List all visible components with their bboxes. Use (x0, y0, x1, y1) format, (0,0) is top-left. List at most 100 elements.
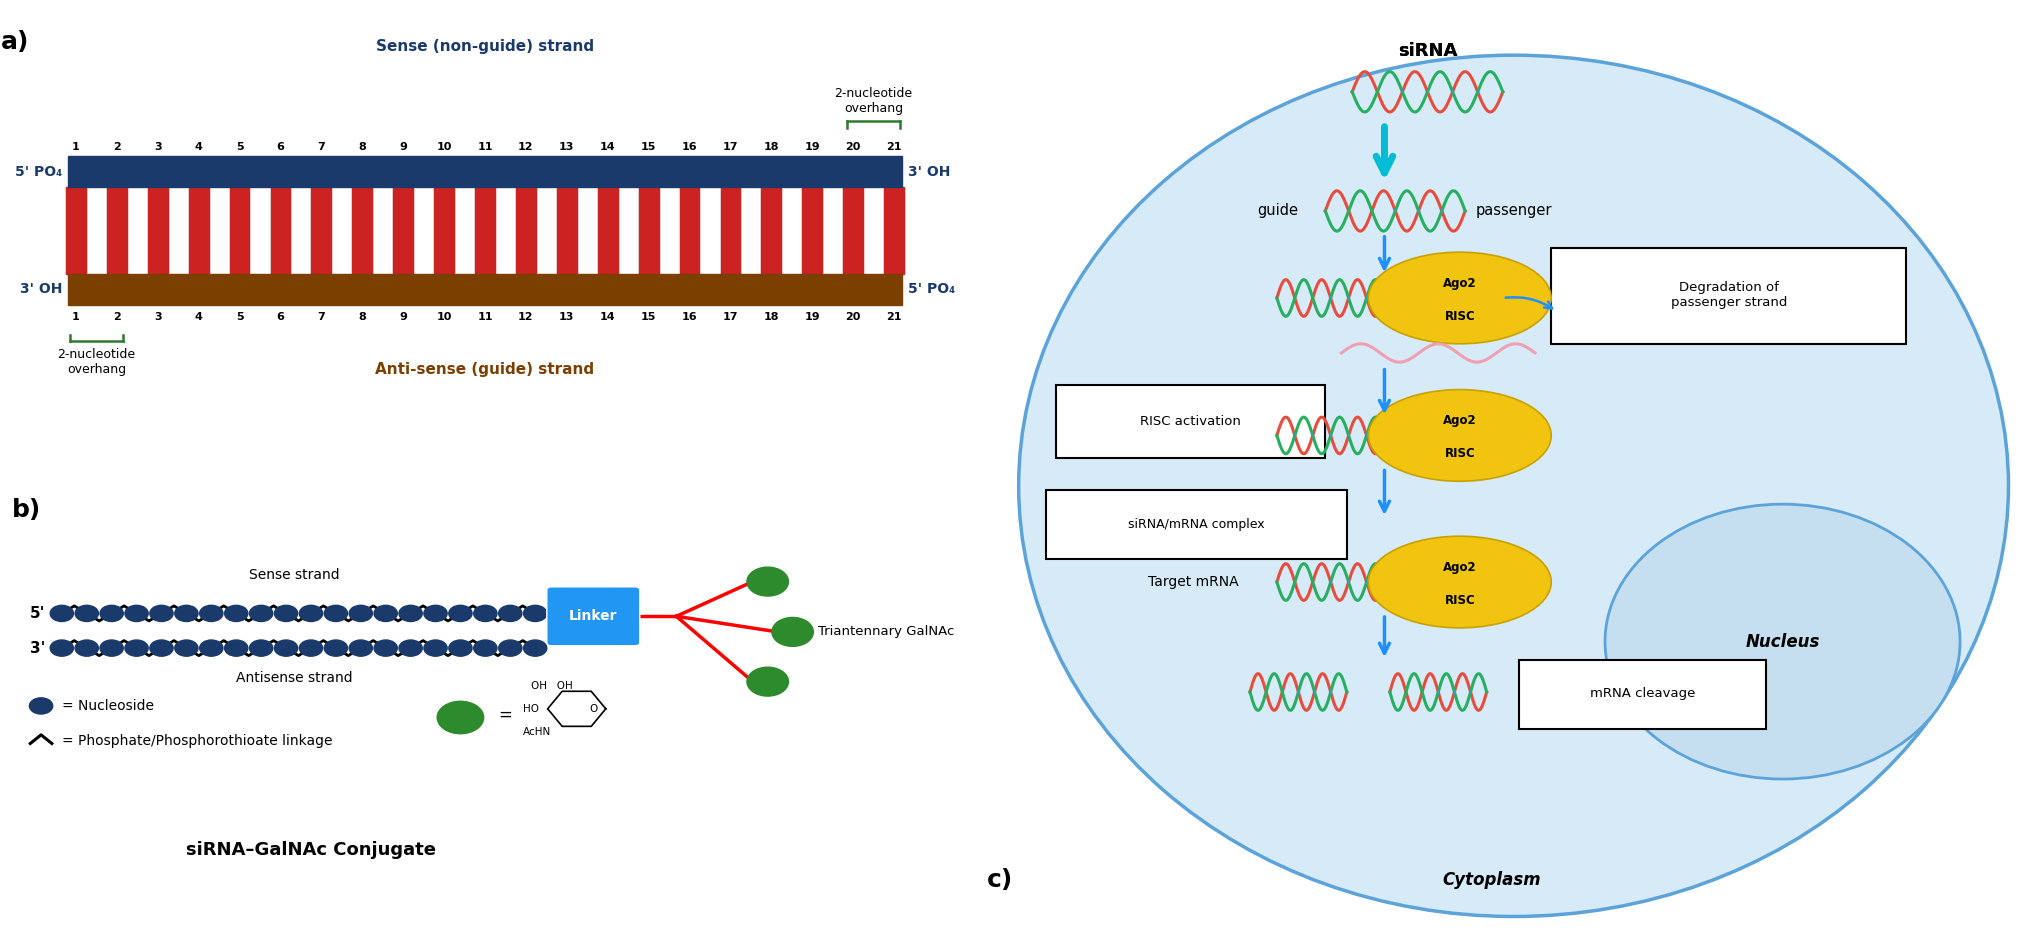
Text: Triantennary GalNAc: Triantennary GalNAc (818, 626, 954, 639)
Bar (65, 187, 85, 274)
Bar (229, 187, 250, 274)
Text: Degradation of
passenger strand: Degradation of passenger strand (1671, 281, 1786, 309)
Circle shape (374, 640, 398, 656)
Bar (802, 187, 822, 274)
Text: OH   OH: OH OH (532, 681, 572, 691)
Bar (311, 187, 331, 274)
Bar (475, 187, 495, 274)
Bar (67, 156, 901, 187)
Circle shape (199, 605, 223, 622)
FancyBboxPatch shape (1056, 385, 1326, 458)
Bar (189, 187, 209, 274)
Text: 9: 9 (400, 142, 408, 151)
Circle shape (747, 668, 788, 696)
Circle shape (175, 640, 199, 656)
Circle shape (349, 640, 371, 656)
Text: 2: 2 (114, 311, 120, 322)
Circle shape (51, 640, 73, 656)
Circle shape (325, 605, 347, 622)
Text: 2-nucleotide
overhang: 2-nucleotide overhang (57, 348, 136, 376)
Circle shape (449, 640, 473, 656)
Text: 14: 14 (601, 311, 615, 322)
Bar (189, 187, 209, 274)
Bar (67, 274, 901, 305)
Circle shape (225, 640, 248, 656)
Text: 1: 1 (71, 311, 79, 322)
Circle shape (499, 640, 522, 656)
Text: 18: 18 (763, 311, 780, 322)
Text: 4: 4 (195, 311, 203, 322)
Text: a): a) (0, 30, 28, 54)
Bar (761, 187, 782, 274)
Circle shape (499, 605, 522, 622)
FancyBboxPatch shape (1551, 248, 1906, 344)
Circle shape (524, 640, 546, 656)
Circle shape (771, 617, 814, 646)
Text: passenger: passenger (1476, 204, 1553, 219)
Text: 5' PO₄: 5' PO₄ (14, 165, 63, 179)
Bar (516, 187, 536, 274)
Text: O: O (589, 704, 597, 713)
Ellipse shape (1606, 504, 1961, 779)
Bar (721, 187, 741, 274)
Text: 21: 21 (887, 311, 901, 322)
Bar (148, 187, 168, 274)
Bar (842, 187, 863, 274)
Bar (556, 187, 577, 274)
Text: 16: 16 (682, 142, 698, 151)
Text: Ago2: Ago2 (1443, 561, 1476, 574)
Text: AcHN: AcHN (524, 726, 550, 737)
Text: 3': 3' (30, 640, 45, 655)
Circle shape (449, 605, 473, 622)
Ellipse shape (1019, 55, 2008, 916)
Text: 2: 2 (114, 142, 120, 151)
Bar (761, 187, 782, 274)
Text: siRNA: siRNA (1399, 41, 1458, 60)
Bar (434, 187, 455, 274)
Text: = Phosphate/Phosphorothioate linkage: = Phosphate/Phosphorothioate linkage (61, 734, 333, 748)
Text: mRNA cleavage: mRNA cleavage (1589, 687, 1695, 700)
Text: 18: 18 (763, 142, 780, 151)
Text: 19: 19 (804, 311, 820, 322)
Text: 7: 7 (317, 142, 325, 151)
Text: 6: 6 (276, 142, 284, 151)
Circle shape (150, 640, 173, 656)
Text: Ago2: Ago2 (1443, 277, 1476, 290)
Text: siRNA–GalNAc Conjugate: siRNA–GalNAc Conjugate (187, 842, 436, 859)
Bar (885, 187, 903, 274)
Circle shape (126, 640, 148, 656)
Circle shape (349, 605, 371, 622)
Text: Nucleus: Nucleus (1746, 633, 1819, 651)
Circle shape (325, 640, 347, 656)
Circle shape (28, 698, 53, 714)
Text: 13: 13 (558, 142, 574, 151)
Bar (556, 187, 577, 274)
Ellipse shape (1368, 252, 1551, 344)
Text: 3' OH: 3' OH (907, 165, 950, 179)
Text: 20: 20 (844, 142, 861, 151)
Text: 10: 10 (436, 142, 453, 151)
Text: 14: 14 (601, 142, 615, 151)
Bar (639, 187, 658, 274)
Bar (108, 187, 126, 274)
Circle shape (75, 640, 97, 656)
Bar (65, 187, 85, 274)
Bar (270, 187, 290, 274)
Circle shape (99, 605, 124, 622)
Circle shape (298, 605, 323, 622)
Text: 21: 21 (887, 142, 901, 151)
Circle shape (199, 640, 223, 656)
FancyBboxPatch shape (546, 587, 639, 646)
Circle shape (175, 605, 199, 622)
Text: 3: 3 (154, 142, 162, 151)
Circle shape (747, 568, 788, 597)
Circle shape (250, 605, 272, 622)
Text: 17: 17 (723, 311, 739, 322)
Text: 5': 5' (30, 606, 45, 621)
Text: Target mRNA: Target mRNA (1147, 575, 1238, 589)
Text: 8: 8 (359, 311, 365, 322)
Text: 10: 10 (436, 311, 453, 322)
Text: b): b) (12, 497, 41, 522)
Bar (148, 187, 168, 274)
Circle shape (250, 640, 272, 656)
